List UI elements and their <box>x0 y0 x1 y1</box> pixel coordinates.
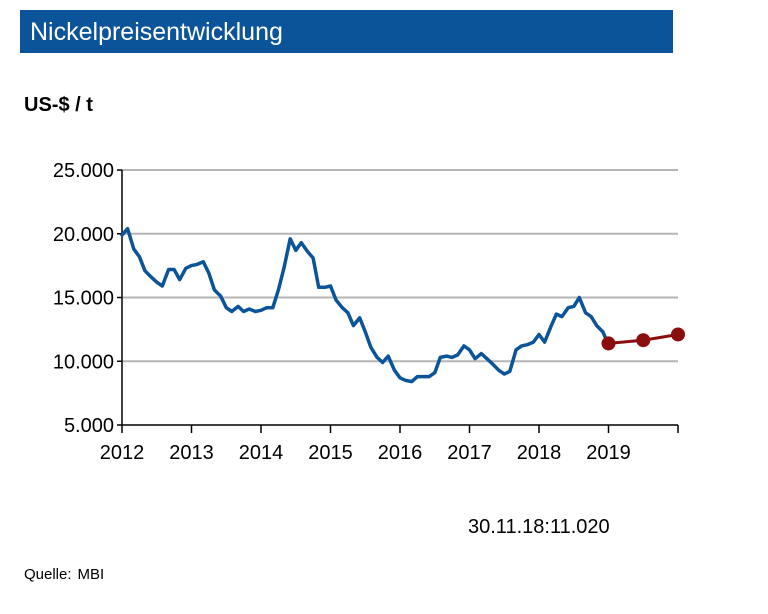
annotation-value: 11.020 <box>549 516 610 538</box>
x-tick-label: 2017 <box>447 442 492 464</box>
source-note: Quelle: MBI <box>24 566 110 583</box>
x-tick-label: 2019 <box>586 442 631 464</box>
annotation-date: 30.11.18: <box>468 516 550 538</box>
x-tick-label: 2013 <box>169 442 214 464</box>
price-history-line <box>120 226 611 384</box>
x-tick-label: 2015 <box>308 442 353 464</box>
x-tick-label: 2014 <box>239 442 284 464</box>
unit-label: US-$ / t <box>24 94 93 116</box>
title-bar: Nickelpreisentwicklung <box>20 10 673 53</box>
y-tick-label: 10.000 <box>53 351 114 373</box>
x-tick-label: 2016 <box>378 442 423 464</box>
source-value: MBI <box>77 566 105 583</box>
y-tick-label: 5.000 <box>64 415 114 437</box>
x-tick-label: 2018 <box>517 442 562 464</box>
forecast-point <box>671 327 685 342</box>
source-label: Quelle: <box>24 566 72 583</box>
y-tick-label: 20.000 <box>53 224 114 246</box>
y-tick-label: 15.000 <box>53 288 114 310</box>
y-tick-label: 25.000 <box>53 160 114 182</box>
chart-title: Nickelpreisentwicklung <box>30 18 283 46</box>
forecast-point <box>601 336 616 351</box>
forecast-point <box>636 333 651 348</box>
x-tick-label: 2012 <box>100 442 145 464</box>
latest-price-annotation: 30.11.18:11.020 <box>468 516 610 539</box>
